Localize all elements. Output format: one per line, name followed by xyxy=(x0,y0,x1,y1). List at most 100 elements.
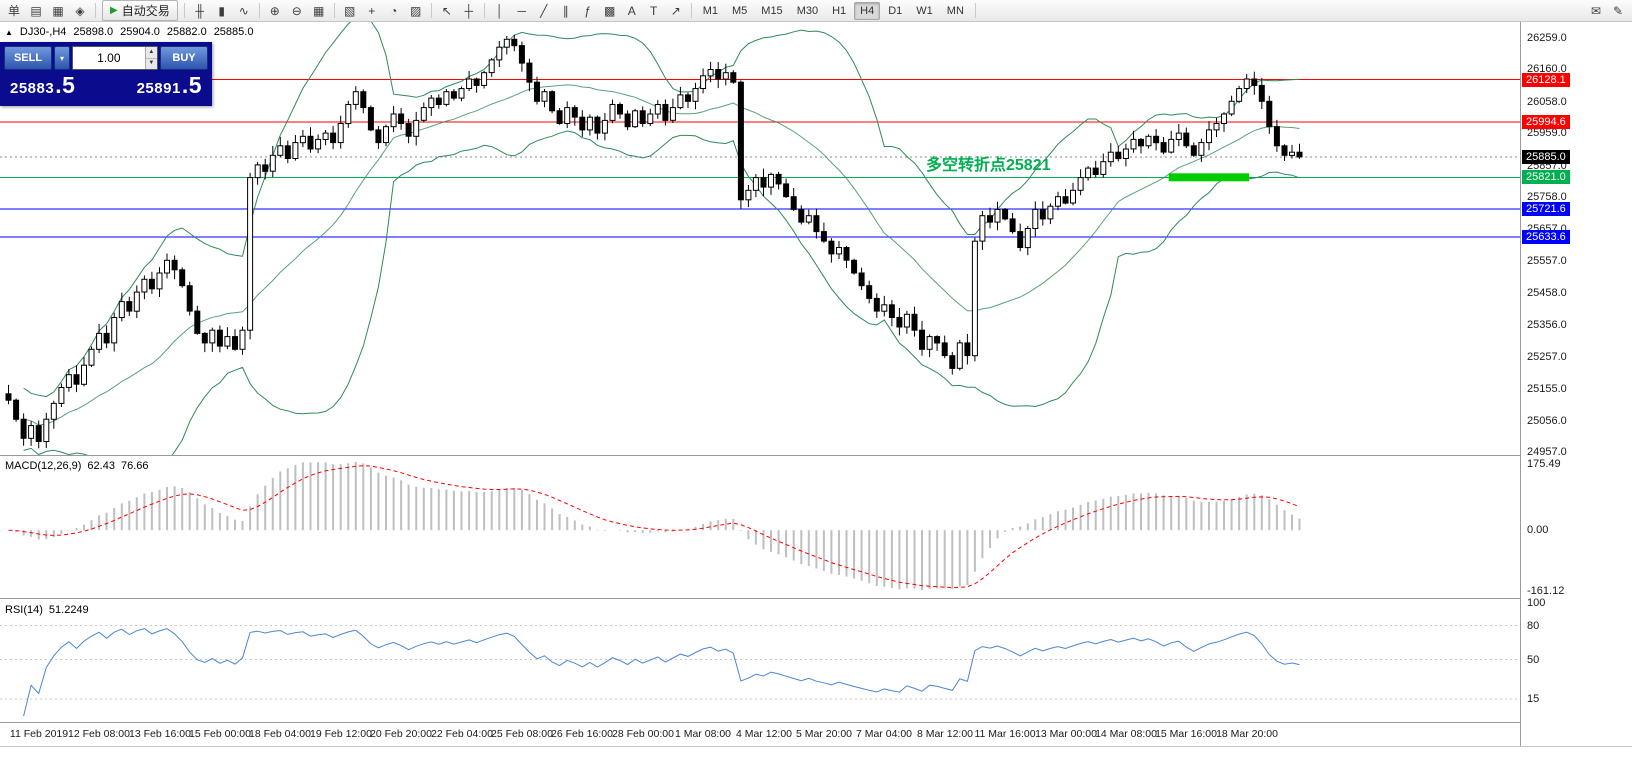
chart-plot-area[interactable]: ▲ DJ30-,H4 25898.0 25904.0 25882.0 25885… xyxy=(0,22,1520,746)
candle xyxy=(1122,148,1129,159)
sell-price[interactable]: 25883.5 xyxy=(10,72,75,99)
timeframe-M1[interactable]: M1 xyxy=(702,4,718,17)
candle xyxy=(692,88,699,102)
line-chart-icon[interactable]: ∿ xyxy=(238,3,249,18)
timeframe-H1[interactable]: H1 xyxy=(832,4,847,17)
timeframe-W1[interactable]: W1 xyxy=(916,4,933,17)
period-clock-icon[interactable]: ◔ xyxy=(390,3,398,18)
charts-grid-icon[interactable]: ▤ xyxy=(30,3,42,18)
zoom-in-icon[interactable]: ⊕ xyxy=(269,3,280,18)
candle xyxy=(156,272,163,290)
main-chart-svg[interactable] xyxy=(0,22,1520,455)
trendline-icon[interactable]: ╱ xyxy=(540,3,548,18)
candle xyxy=(541,91,548,102)
candles-chart-icon[interactable]: ▮ xyxy=(218,3,226,18)
pane-divider[interactable] xyxy=(0,455,1632,456)
candle xyxy=(503,38,510,48)
volume-input[interactable] xyxy=(73,47,145,69)
time-label: 12 Feb 08:00 xyxy=(68,728,130,740)
add-indicator-icon[interactable]: + xyxy=(368,3,376,18)
highlight-segment[interactable] xyxy=(1168,173,1250,182)
tile-windows-icon[interactable]: ▦ xyxy=(313,3,325,18)
candle xyxy=(1153,135,1160,144)
volume-increase-button[interactable]: ▲ xyxy=(145,47,157,59)
candle xyxy=(20,418,27,439)
autotrading-button[interactable]: ▶ 自动交易 xyxy=(102,0,178,21)
candle xyxy=(1160,142,1167,153)
candle xyxy=(677,94,684,109)
text-label-icon[interactable]: T xyxy=(650,3,658,18)
pane-divider[interactable] xyxy=(0,598,1632,599)
vertical-line-icon[interactable]: │ xyxy=(495,3,504,18)
timeframe-D1[interactable]: D1 xyxy=(888,4,903,17)
candle xyxy=(1062,196,1069,204)
candle xyxy=(911,313,918,331)
timeframe-M5[interactable]: M5 xyxy=(732,4,748,17)
buy-price[interactable]: 25891.5 xyxy=(137,72,202,99)
candle xyxy=(171,259,178,271)
arrows-icon[interactable]: ↗ xyxy=(670,3,681,18)
timeframe-H4[interactable]: H4 xyxy=(854,1,881,20)
order-type-dropdown[interactable]: ▾ xyxy=(54,46,70,70)
new-chart-icon[interactable]: ▧ xyxy=(344,3,356,18)
candle xyxy=(443,91,450,105)
candle xyxy=(790,196,797,210)
chart-annotation[interactable]: 多空转折点25821 xyxy=(926,157,1051,174)
navigator-icon[interactable]: ◈ xyxy=(75,3,85,18)
profiles-icon[interactable]: ▦ xyxy=(52,3,64,18)
volume-decrease-button[interactable]: ▼ xyxy=(145,58,157,69)
bollinger-upper-band xyxy=(23,22,1300,398)
price-tick: 26259.0 xyxy=(1527,32,1567,44)
candle xyxy=(994,208,1001,223)
candle xyxy=(737,81,744,201)
candle xyxy=(239,329,246,350)
template-icon[interactable]: ▨ xyxy=(410,3,422,18)
candle xyxy=(367,107,374,131)
crosshair-icon[interactable]: ┼ xyxy=(464,3,473,18)
candle xyxy=(1175,132,1182,140)
candle xyxy=(450,91,457,99)
price-tick: 25458.0 xyxy=(1527,287,1567,299)
rsi-pane-svg[interactable] xyxy=(0,599,1520,722)
sell-button[interactable]: SELL xyxy=(4,46,52,70)
bars-chart-icon[interactable]: ╫ xyxy=(195,3,204,18)
candle xyxy=(133,291,140,312)
time-label: 13 Mar 00:00 xyxy=(1035,728,1097,740)
candle xyxy=(669,107,676,121)
time-label: 11 Feb 2019 xyxy=(9,728,69,740)
timeframe-M15[interactable]: M15 xyxy=(761,4,783,17)
cursor-icon[interactable]: ↖ xyxy=(441,3,452,18)
candle xyxy=(262,164,269,172)
toolbar-separator xyxy=(333,3,335,18)
price-tick: 25557.0 xyxy=(1527,255,1567,267)
candle xyxy=(1236,88,1243,102)
time-axis[interactable]: 11 Feb 2019 12 Feb 08:00 13 Feb 16:00 15 Fe… xyxy=(0,722,1520,746)
timeframe-MN[interactable]: MN xyxy=(946,4,964,17)
zoom-out-icon[interactable]: ⊖ xyxy=(291,3,302,18)
candle xyxy=(919,329,925,350)
price-scale[interactable]: 26259.0 26160.0 26058.0 25959.0 25857.0 25758… xyxy=(1520,22,1632,746)
new-order-icon[interactable]: 单 xyxy=(7,4,20,18)
candle xyxy=(549,91,556,112)
text-icon[interactable]: A xyxy=(627,3,636,18)
toolbar-separator xyxy=(430,3,432,18)
candle xyxy=(534,81,540,102)
chat-icon[interactable]: ✉ xyxy=(1590,3,1602,18)
timeframe-M30[interactable]: M30 xyxy=(796,4,819,17)
macd-pane-svg[interactable] xyxy=(0,456,1520,598)
candle xyxy=(224,336,231,347)
grid-icon[interactable]: ▩ xyxy=(604,3,616,18)
candle xyxy=(148,278,155,290)
candle xyxy=(775,173,782,185)
edit-icon[interactable]: ✎ xyxy=(1612,3,1624,18)
buy-button[interactable]: BUY xyxy=(160,46,208,70)
candle xyxy=(1009,218,1016,233)
bollinger-lower-band xyxy=(23,130,1300,455)
fibonacci-icon[interactable]: ƒ xyxy=(584,3,592,18)
time-label: 13 Feb 16:00 xyxy=(129,728,191,740)
candle xyxy=(609,104,616,121)
channel-icon[interactable]: ∥ xyxy=(562,3,569,18)
horizontal-line-icon[interactable]: ─ xyxy=(517,3,526,18)
candle xyxy=(390,113,397,128)
rsi-indicator-label: RSI(14) 51.2249 xyxy=(5,604,89,616)
